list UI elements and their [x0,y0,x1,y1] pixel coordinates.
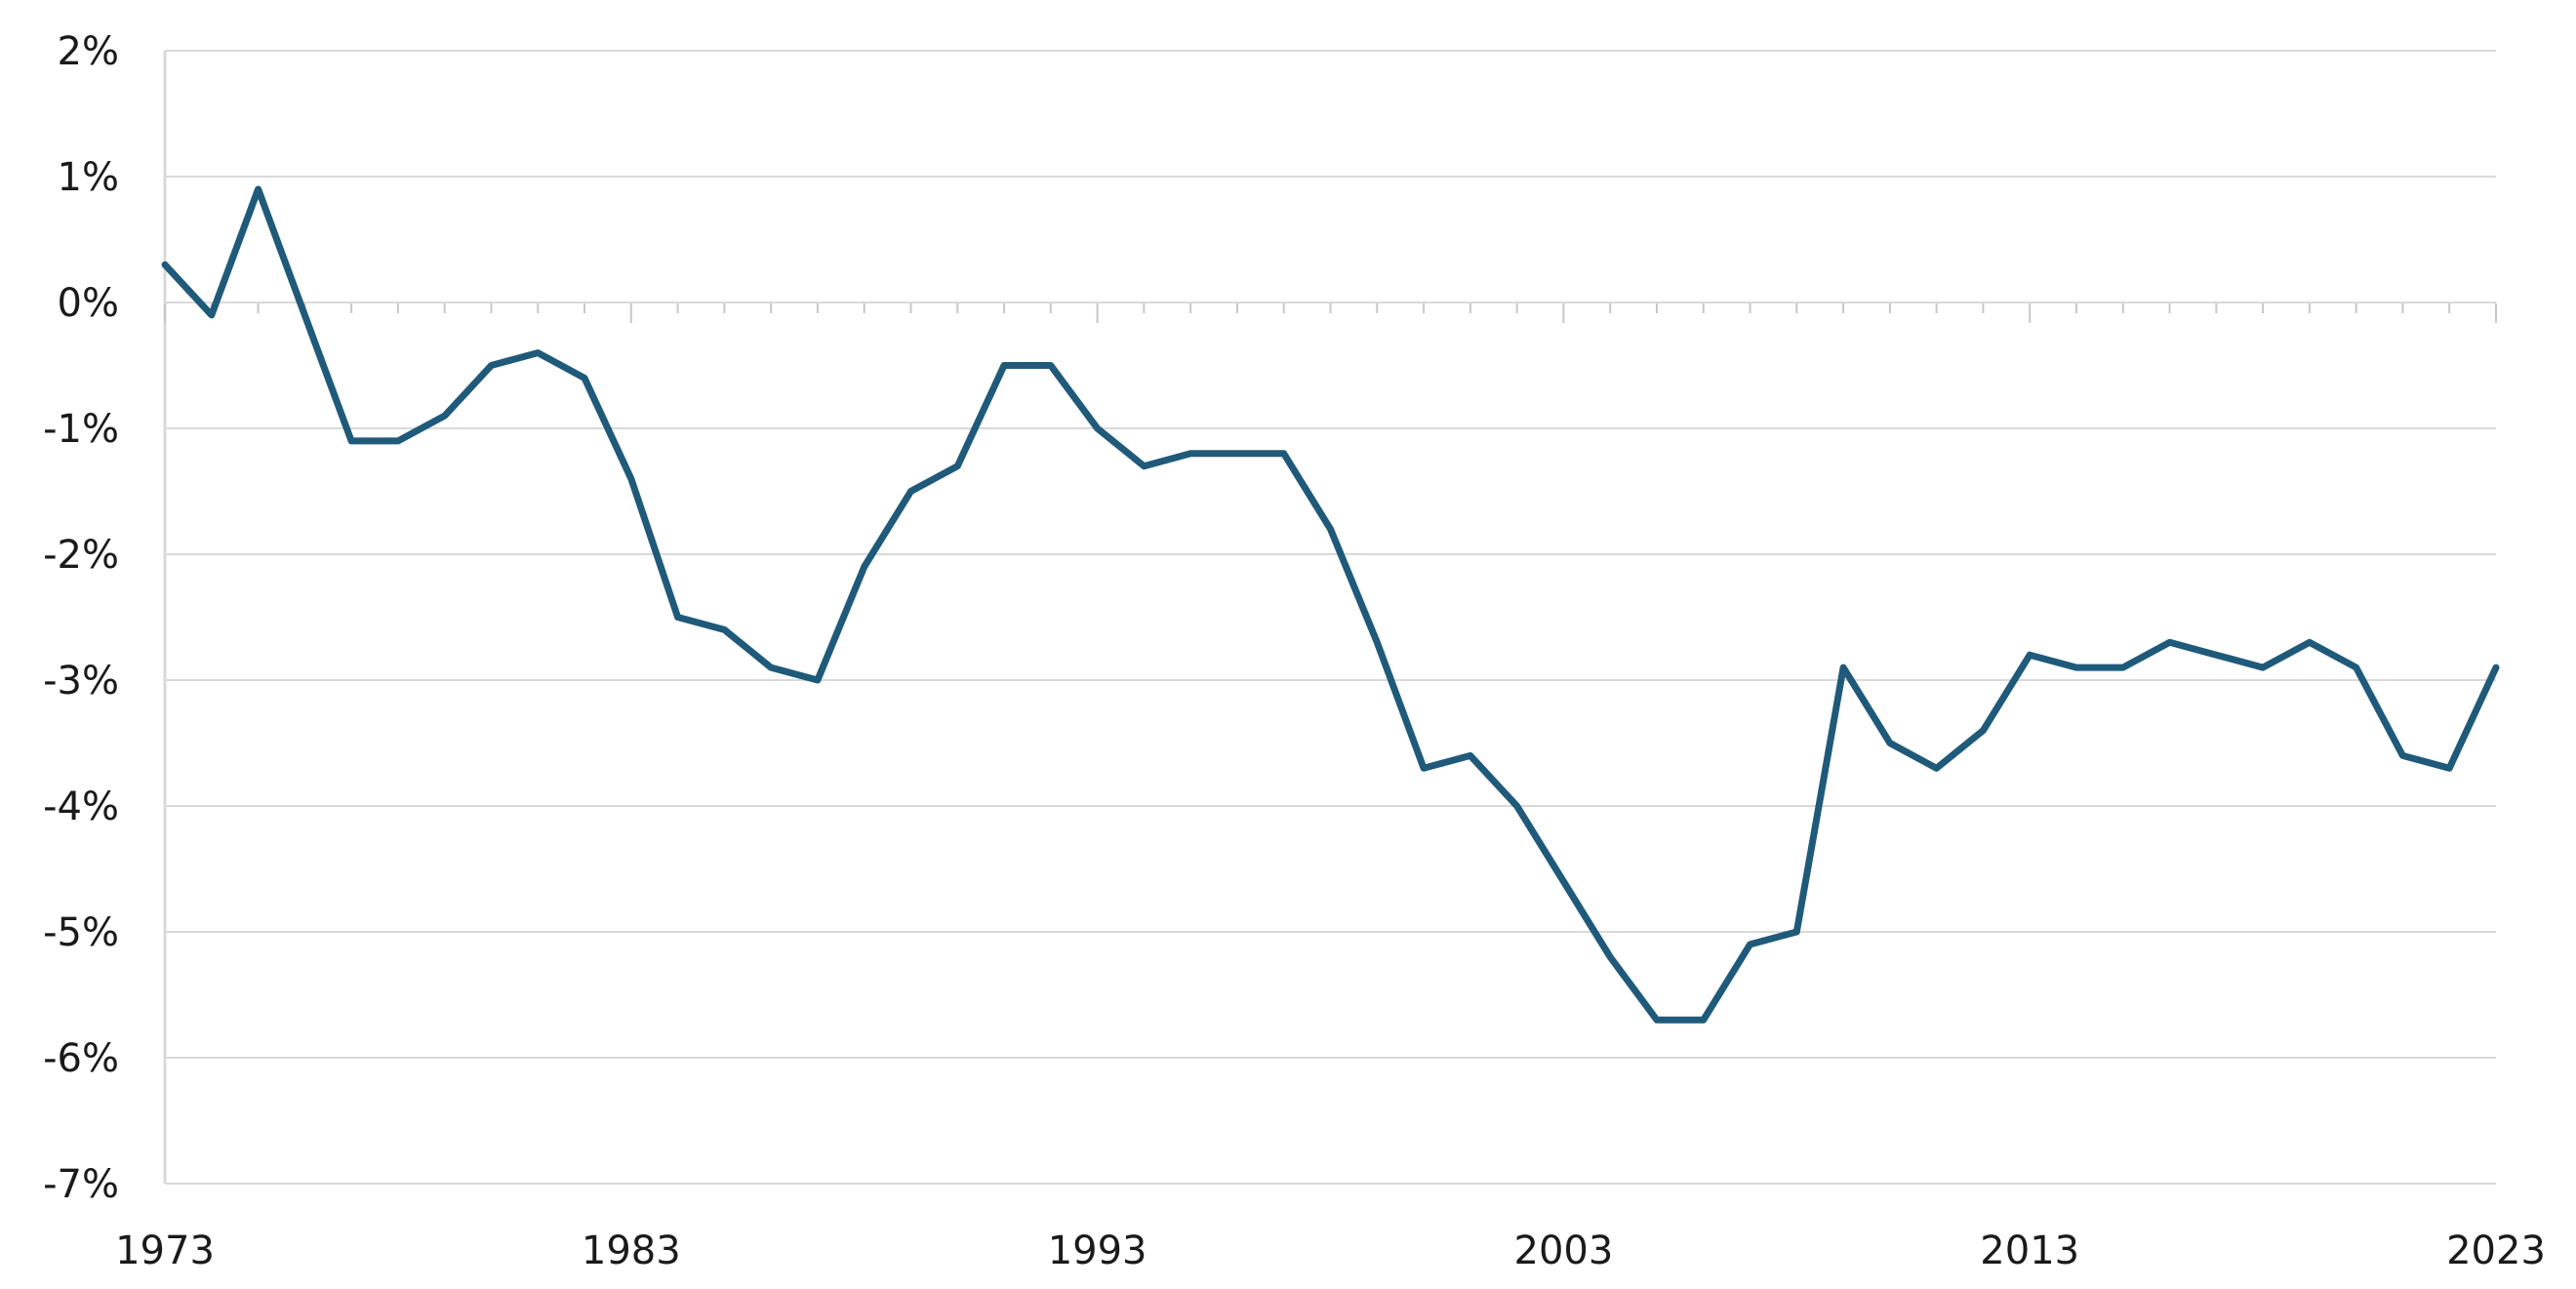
series-line [161,185,2500,1024]
x-tick-label: 1993 [1048,1229,1147,1273]
y-tick-label: -4% [43,785,119,829]
x-tick-label: 2023 [2446,1229,2546,1273]
x-tick-label: 1973 [115,1229,215,1273]
y-tick-label: -7% [43,1162,119,1207]
y-tick-label: 2% [58,29,119,74]
y-tick-label: -6% [43,1036,119,1081]
x-tick-label: 2013 [1980,1229,2079,1273]
y-tick-label: -1% [43,407,119,452]
x-axis-tick-labels: 1973 1983 1993 2003 2013 2023 [115,1229,2546,1273]
series-group [161,185,2500,1024]
y-tick-label: 1% [58,155,119,200]
y-tick-label: -2% [43,533,119,578]
y-tick-label: 0% [58,281,119,326]
x-tick-label: 1983 [582,1229,681,1273]
y-tick-label: -5% [43,910,119,955]
axes [163,51,2497,1184]
y-axis-tick-labels: 2% 1% 0% -1% -2% -3% -4% -5% -6% -7% [43,29,119,1207]
x-tick-label: 2003 [1514,1229,1614,1273]
y-tick-label: -3% [43,659,119,704]
gridlines [165,50,2496,1185]
